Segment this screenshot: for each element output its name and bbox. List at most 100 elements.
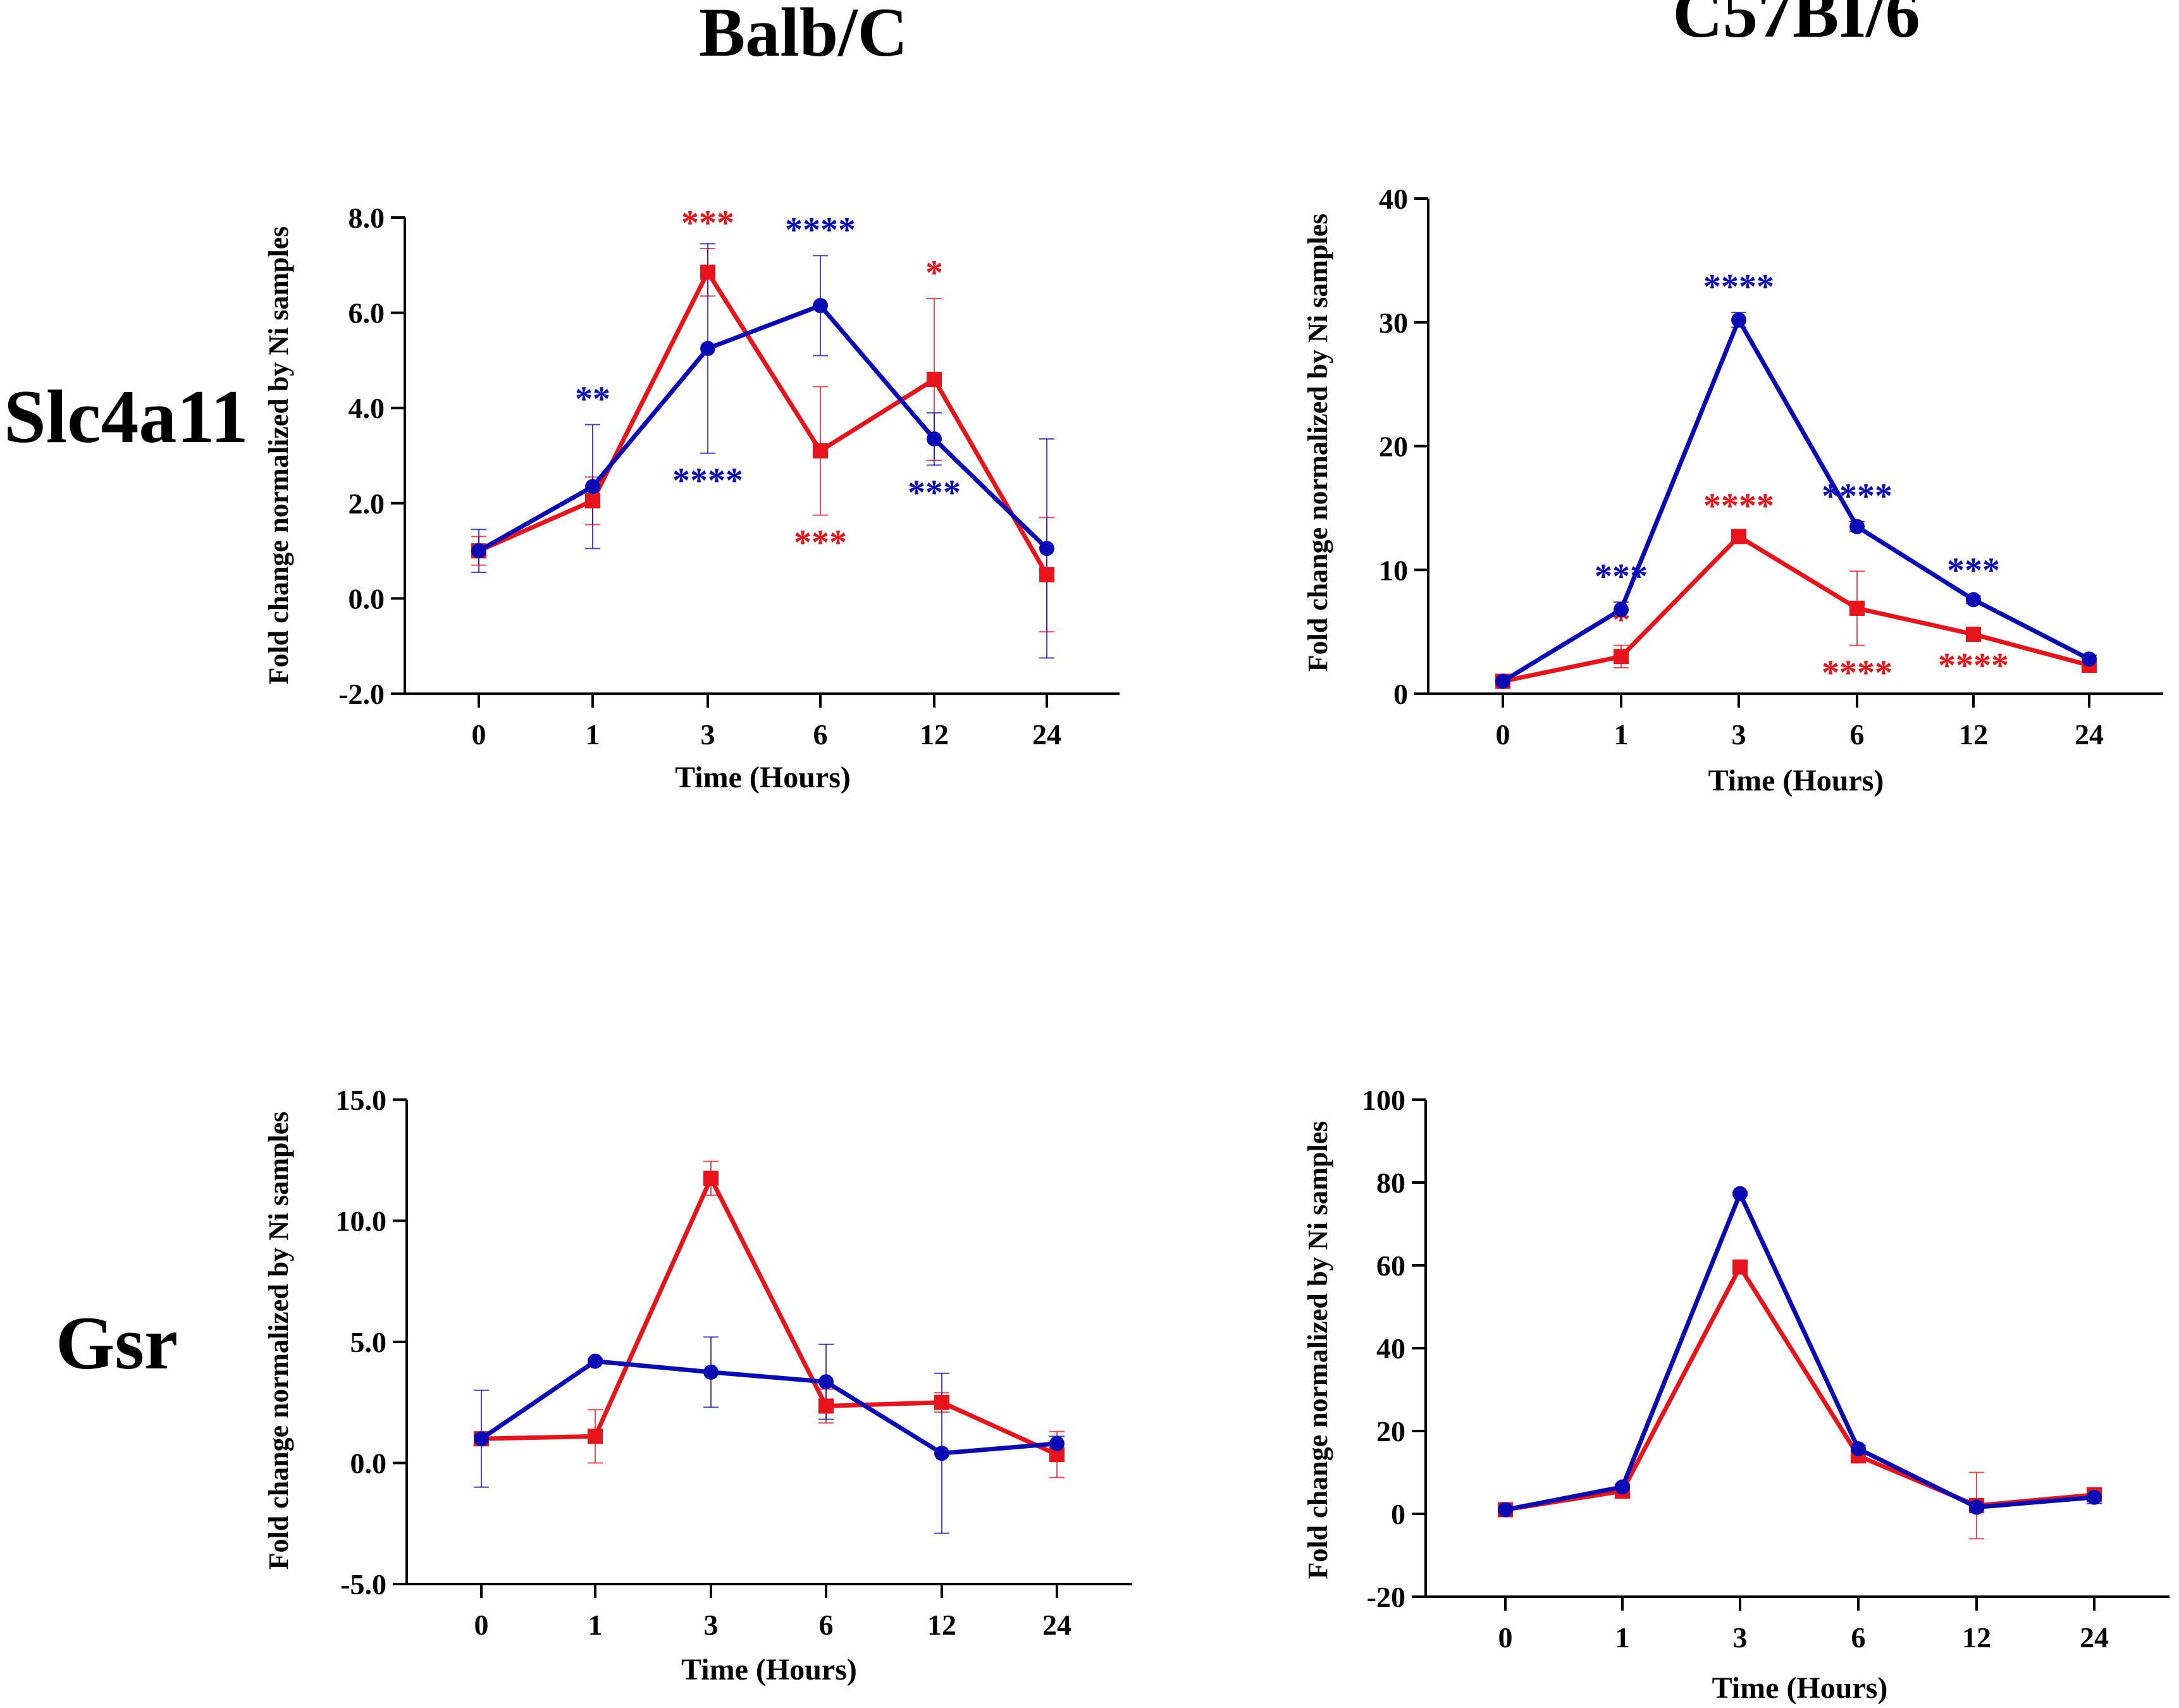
data-point-red — [700, 264, 715, 280]
y-tick-label: 5.0 — [350, 1326, 387, 1358]
y-tick-label: 20 — [1379, 431, 1408, 463]
significance-marker: *** — [681, 204, 734, 243]
x-tick-label: 0 — [474, 1609, 489, 1641]
data-point-red — [818, 1398, 834, 1414]
x-tick-label: 1 — [588, 1609, 603, 1641]
data-point-blue — [1495, 673, 1510, 689]
series-line-blue — [478, 303, 1049, 553]
y-tick-label: 100 — [1362, 1084, 1405, 1116]
x-tick-label: 6 — [819, 1609, 834, 1641]
data-point-blue — [1615, 1479, 1630, 1495]
y-tick-label: 40 — [1376, 1332, 1405, 1365]
series-line-blue — [480, 1359, 1058, 1456]
significance-marker: **** — [1822, 654, 1892, 693]
significance-marker: * — [925, 254, 943, 293]
row-label-gsr: Gsr — [56, 1301, 178, 1385]
x-tick-label: 6 — [1851, 1621, 1866, 1654]
y-tick-label: 0.0 — [350, 1447, 387, 1480]
significance-marker: *** — [908, 474, 961, 513]
data-point-red — [1039, 567, 1054, 582]
data-point-red — [703, 1170, 719, 1186]
significance-marker: **** — [672, 462, 743, 501]
data-point-blue — [813, 298, 828, 314]
significance-marker: **** — [1703, 487, 1774, 526]
x-tick-label: 12 — [927, 1609, 956, 1641]
data-point-blue — [927, 431, 942, 447]
significance-marker: **** — [1822, 477, 1892, 516]
data-point-red — [585, 493, 600, 509]
chart-panel-3: -20 0 20 40 60 80 100 0 1 3 6 12 24 Time (Hours) Fold … — [1302, 1084, 2170, 1705]
data-point-red — [1966, 627, 1981, 642]
x-tick-label: 1 — [1614, 718, 1629, 751]
significance-marker: ** — [575, 380, 610, 419]
y-tick-label: 40 — [1379, 183, 1408, 215]
data-point-blue — [700, 341, 715, 357]
x-tick-label: 6 — [813, 718, 828, 751]
significance-marker: **** — [1703, 267, 1774, 307]
data-point-blue — [1966, 592, 1981, 608]
x-tick-label: 0 — [1498, 1621, 1513, 1654]
x-tick-label: 0 — [1496, 718, 1510, 751]
data-point-red — [1731, 529, 1746, 544]
data-point-blue — [2087, 1489, 2102, 1505]
x-tick-label: 24 — [1032, 718, 1061, 751]
data-point-blue — [934, 1446, 949, 1461]
y-tick-label: 10 — [1379, 554, 1408, 586]
y-tick-label: 0 — [1393, 678, 1408, 710]
data-point-blue — [1039, 541, 1054, 556]
x-tick-label: 12 — [920, 718, 949, 751]
data-point-blue — [2082, 651, 2097, 667]
significance-marker: **** — [1938, 646, 2009, 685]
data-point-blue — [1731, 312, 1746, 328]
y-tick-label: 60 — [1376, 1250, 1405, 1282]
data-point-red — [813, 443, 828, 458]
y-tick-label: 6.0 — [349, 297, 385, 329]
y-tick-label: 15.0 — [336, 1084, 387, 1116]
y-tick-label: 0 — [1391, 1498, 1405, 1530]
series-line-red — [478, 270, 1049, 576]
data-point-blue — [1851, 1441, 1866, 1457]
x-tick-label: 3 — [701, 718, 715, 751]
data-point-red — [927, 372, 942, 388]
x-tick-label: 0 — [472, 718, 486, 751]
x-tick-label: 3 — [1732, 718, 1746, 751]
y-tick-label: -5.0 — [340, 1568, 386, 1600]
x-tick-label: 6 — [1850, 718, 1865, 751]
y-tick-label: 30 — [1379, 307, 1408, 339]
significance-marker: *** — [794, 524, 847, 563]
data-point-blue — [474, 1431, 489, 1447]
y-tick-label: -20 — [1367, 1581, 1405, 1613]
x-axis-label: Time (Hours) — [675, 761, 851, 794]
y-tick-label: 8.0 — [349, 202, 385, 234]
data-point-blue — [1849, 519, 1865, 534]
series-line-red — [1502, 534, 2090, 684]
x-tick-label: 3 — [1733, 1621, 1748, 1654]
y-axis-label: Fold change normalized by Ni samples — [1302, 1121, 1333, 1580]
y-axis-label: Fold change normalized by Ni samples — [263, 226, 294, 685]
y-axis-label: Fold change normalized by Ni samples — [263, 1112, 294, 1570]
y-tick-label: 4.0 — [349, 392, 385, 424]
data-point-blue — [1614, 601, 1629, 617]
y-tick-label: 80 — [1376, 1167, 1405, 1199]
series-line-blue — [1502, 317, 2090, 684]
x-axis-label: Time (Hours) — [1712, 1671, 1888, 1705]
column-title-c57bl6: C57BI/6 — [1672, 0, 1920, 52]
data-point-blue — [588, 1353, 603, 1369]
y-axis-label: Fold change normalized by Ni samples — [1302, 214, 1333, 672]
data-point-blue — [818, 1374, 834, 1390]
data-point-blue — [1969, 1499, 1984, 1515]
data-point-blue — [1049, 1435, 1065, 1451]
x-tick-label: 24 — [2080, 1621, 2109, 1654]
x-tick-label: 12 — [1962, 1621, 1991, 1654]
x-tick-label: 24 — [1042, 1609, 1071, 1641]
data-point-blue — [471, 543, 486, 559]
x-tick-label: 1 — [1615, 1621, 1630, 1654]
series-line-red — [1505, 1265, 2095, 1512]
data-point-red — [1614, 649, 1629, 665]
y-tick-label: -2.0 — [338, 678, 385, 710]
significance-marker: *** — [1947, 551, 2000, 590]
x-tick-label: 3 — [704, 1609, 719, 1641]
y-tick-label: 0.0 — [349, 582, 385, 615]
data-point-blue — [585, 479, 600, 495]
